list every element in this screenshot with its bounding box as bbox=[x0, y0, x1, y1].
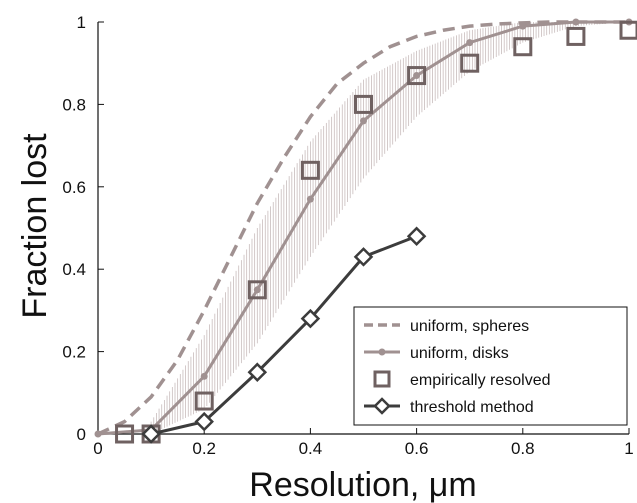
x-tick-label: 0.8 bbox=[511, 439, 535, 458]
y-axis-label: Fraction lost bbox=[16, 133, 54, 319]
series-point-empirically-resolved bbox=[566, 26, 586, 46]
series-point-empirically-resolved bbox=[354, 94, 373, 114]
legend-item: uniform, disks bbox=[364, 345, 509, 362]
legend-item: threshold method bbox=[364, 397, 534, 416]
legend-item: uniform, spheres bbox=[364, 318, 529, 335]
y-tick-label: 0.8 bbox=[62, 95, 86, 114]
y-tick-label: 1 bbox=[77, 13, 86, 32]
series-line-uniform-spheres bbox=[97, 20, 629, 436]
y-tick-label: 0.2 bbox=[62, 343, 86, 362]
x-axis-label: Resolution, μm bbox=[249, 466, 476, 503]
y-tick-label: 0 bbox=[77, 425, 86, 444]
series-point-threshold-method bbox=[300, 308, 321, 329]
series-point-uniform-disks bbox=[413, 72, 421, 80]
series bbox=[94, 18, 637, 444]
x-tick-label: 0 bbox=[93, 439, 102, 458]
x-tick-label: 1 bbox=[624, 439, 633, 458]
series-line-threshold-method bbox=[150, 234, 418, 436]
series-point-uniform-disks bbox=[94, 430, 102, 438]
x-tick-label: 0.2 bbox=[192, 439, 216, 458]
legend-label: uniform, disks bbox=[410, 345, 509, 362]
ticks: 0 0.2 0.4 0.6 0.8 1 0 0.2 0.4 0.6 0.8 1 bbox=[62, 13, 633, 458]
y-tick-label: 0.6 bbox=[62, 178, 86, 197]
series-point-threshold-method bbox=[194, 411, 214, 432]
series-point-threshold-method bbox=[406, 226, 427, 247]
series-point-threshold-method bbox=[141, 424, 161, 444]
series-point-empirically-resolved bbox=[460, 53, 480, 73]
axes bbox=[97, 22, 629, 435]
series-point-uniform-disks bbox=[466, 39, 474, 47]
series-point-uniform-disks bbox=[200, 372, 208, 380]
series-point-empirically-resolved bbox=[194, 391, 214, 411]
series-point-threshold-method bbox=[247, 362, 268, 382]
legend-label: threshold method bbox=[410, 399, 534, 416]
series-point-empirically-resolved bbox=[115, 424, 135, 444]
legend-swatch bbox=[373, 370, 391, 388]
legend-swatch-marker bbox=[373, 397, 391, 415]
x-tick-label: 0.6 bbox=[405, 439, 429, 458]
x-tick-label: 0.4 bbox=[299, 439, 323, 458]
series-point-empirically-resolved bbox=[300, 160, 320, 180]
y-tick-label: 0.4 bbox=[62, 260, 86, 279]
series-point-uniform-disks bbox=[360, 117, 367, 125]
series-point-empirically-resolved bbox=[247, 280, 267, 300]
legend-item: empirically resolved bbox=[373, 370, 551, 389]
legend-label: empirically resolved bbox=[410, 372, 551, 389]
legend-label: uniform, spheres bbox=[410, 318, 529, 335]
legend: uniform, spheres uniform, disks empiricall… bbox=[353, 306, 628, 426]
series-point-empirically-resolved bbox=[513, 37, 533, 57]
series-point-empirically-resolved bbox=[407, 66, 427, 86]
series-point-uniform-disks bbox=[572, 18, 580, 26]
series-point-uniform-disks bbox=[253, 286, 261, 294]
series-point-uniform-disks bbox=[306, 195, 314, 203]
legend-swatch-marker bbox=[378, 348, 386, 356]
series-point-threshold-method bbox=[353, 247, 374, 267]
series-point-empirically-resolved bbox=[619, 20, 637, 40]
series-point-uniform-disks bbox=[519, 22, 527, 30]
